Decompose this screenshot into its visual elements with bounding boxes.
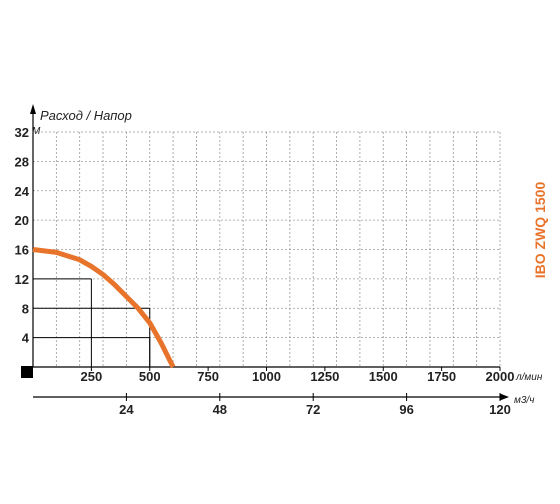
y-axis-unit: М	[32, 126, 41, 137]
performance-curve-layer	[32, 247, 176, 369]
performance-curve	[32, 247, 176, 369]
x2-axis-arrow	[500, 393, 509, 401]
x-tick-label: 1750	[427, 369, 456, 384]
x-axis-flow-unit: л/мин	[515, 372, 543, 383]
x-axis-volume-unit: м3/ч	[514, 395, 534, 406]
x-tick-label: 250	[81, 369, 103, 384]
pump-model-title: IBO ZWQ 1500	[532, 182, 548, 279]
x2-tick-label: 96	[399, 402, 413, 417]
y-tick-label: 4	[22, 331, 30, 346]
operating-point-guides	[33, 278, 151, 367]
y-tick-label: 32	[15, 125, 29, 140]
x-tick-label: 1250	[310, 369, 339, 384]
y-axis-title: Расход / Напор	[40, 108, 132, 123]
y-tick-label: 24	[15, 184, 30, 199]
y-axis-arrow	[30, 104, 36, 114]
x-tick-label: 1000	[252, 369, 281, 384]
x2-tick-label: 48	[213, 402, 227, 417]
y-tick-label: 16	[15, 243, 29, 258]
x2-tick-label: 120	[489, 402, 511, 417]
x2-tick-label: 24	[119, 402, 134, 417]
chart-grid	[33, 131, 501, 367]
x-tick-label: 750	[197, 369, 219, 384]
y-tick-label: 20	[15, 213, 29, 228]
x-axis-volume-ticks: 24 48 72 96 120	[119, 393, 511, 417]
chart-axes	[21, 104, 509, 401]
x2-tick-label: 72	[306, 402, 320, 417]
x-axis-flow-ticks: 250 500 750 1000 1250 1500 1750 2000	[81, 367, 515, 384]
x-tick-label: 500	[139, 369, 161, 384]
x-tick-label: 2000	[486, 369, 515, 384]
y-tick-label: 28	[15, 154, 29, 169]
y-tick-label: 8	[22, 301, 29, 316]
y-tick-label: 12	[15, 272, 29, 287]
x-tick-label: 1500	[369, 369, 398, 384]
y-axis-ticks: 4 8 12 16 20 24 28 32	[15, 125, 30, 346]
origin-marker	[21, 366, 33, 378]
